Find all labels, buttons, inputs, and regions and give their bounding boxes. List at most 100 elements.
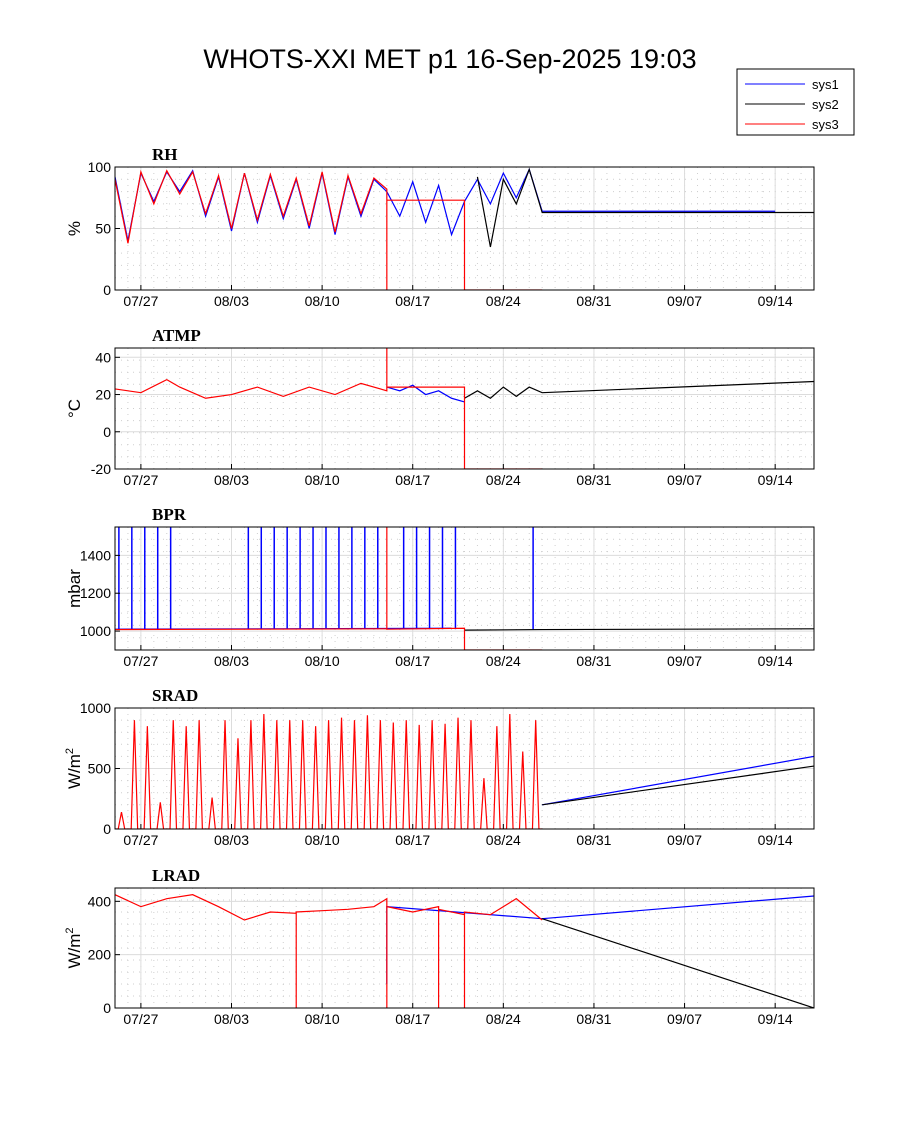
plot-area — [115, 527, 814, 650]
series-line-sys2 — [464, 628, 814, 631]
series-sys3 — [115, 169, 543, 290]
series-sys1 — [386, 384, 465, 403]
series-line-sys1 — [115, 167, 776, 241]
y-tick-label: 1000 — [80, 623, 111, 639]
x-tick-label: 08/17 — [395, 293, 430, 309]
x-tick-label: 08/31 — [576, 472, 611, 488]
series-line-sys3 — [115, 714, 543, 829]
axes-box — [114, 887, 815, 1009]
series-sys2 — [542, 765, 814, 806]
series-sys1 — [115, 527, 534, 630]
panel-title: BPR — [152, 505, 187, 524]
y-tick-label: 20 — [95, 387, 111, 403]
x-tick-label: 09/07 — [667, 1011, 702, 1027]
panel-srad: 0 500 1000 07/27 08/03 08/10 08/17 08/24 08/31 09… — [64, 686, 815, 848]
panel-atmp: -20 0 20 40 07/27 08/03 08/10 08/17 08/24 08/31 09… — [65, 326, 815, 488]
series-sys1 — [386, 895, 814, 984]
x-tick-label: 08/24 — [486, 1011, 521, 1027]
series-sys3 — [115, 714, 543, 829]
legend-label-sys3: sys3 — [812, 117, 839, 132]
x-tick-label: 07/27 — [123, 653, 158, 669]
series-sys3 — [115, 894, 543, 1008]
x-tick-label: 08/10 — [305, 653, 340, 669]
series-line-sys3 — [115, 348, 543, 469]
series-sys2 — [541, 918, 814, 1008]
panel-title: SRAD — [152, 686, 198, 705]
y-tick-label: 1000 — [80, 700, 111, 716]
x-tick-label: 08/03 — [214, 293, 249, 309]
x-tick-label: 09/14 — [758, 832, 793, 848]
y-axis-label: % — [65, 221, 84, 236]
x-tick-label: 08/03 — [214, 1011, 249, 1027]
y-tick-label: 1200 — [80, 585, 111, 601]
panel-title: RH — [152, 145, 178, 164]
plot-area — [115, 348, 814, 469]
series-line-sys1 — [542, 755, 814, 806]
x-tick-label: 08/17 — [395, 653, 430, 669]
figure-title: WHOTS-XXI MET p1 16-Sep-2025 19:03 — [203, 44, 696, 74]
series-sys3 — [115, 348, 543, 469]
x-tick-label: 08/24 — [486, 653, 521, 669]
y-axis-label-text: W/m — [65, 754, 84, 789]
x-tick-label: 08/24 — [486, 832, 521, 848]
x-tick-label: 09/14 — [758, 293, 793, 309]
x-tick-label: 08/03 — [214, 472, 249, 488]
panel-bpr: 1000 1200 1400 07/27 08/03 08/10 08/17 08/24 08/… — [65, 505, 815, 669]
y-axis-label-text: W/m — [65, 934, 84, 969]
x-tick-label: 08/24 — [486, 293, 521, 309]
series-sys1 — [115, 167, 776, 241]
series-sys2 — [476, 167, 814, 248]
y-axis-label-superscript: 2 — [64, 748, 76, 754]
x-tick-label: 08/31 — [576, 293, 611, 309]
y-tick-label: 0 — [103, 1000, 111, 1016]
x-tick-label: 08/31 — [576, 1011, 611, 1027]
y-axis-label: W/m2 — [64, 927, 84, 968]
x-tick-label: 09/14 — [758, 1011, 793, 1027]
panel-lrad: 0 200 400 07/27 08/03 08/10 08/17 08/24 08/31 09/… — [64, 866, 815, 1027]
y-tick-label: 0 — [103, 282, 111, 298]
gridlines — [114, 887, 815, 1009]
axes-box — [114, 347, 815, 470]
series-line-sys2 — [464, 380, 814, 399]
panel-title: ATMP — [152, 326, 201, 345]
series-sys2 — [464, 380, 814, 399]
y-axis-label-superscript: 2 — [64, 927, 76, 933]
panel-rh: 0 50 100 07/27 08/03 08/10 08/17 08/24 08/31 09/0… — [65, 145, 815, 309]
y-tick-label: 0 — [103, 424, 111, 440]
plot-area — [115, 714, 814, 829]
x-tick-label: 09/07 — [667, 832, 702, 848]
y-axis-label-text: °C — [65, 399, 84, 418]
x-tick-label: 08/31 — [576, 832, 611, 848]
x-tick-label: 09/07 — [667, 653, 702, 669]
y-axis-label: W/m2 — [64, 748, 84, 789]
y-axis-label-text: % — [65, 221, 84, 236]
series-line-sys3 — [115, 169, 543, 290]
x-tick-label: 08/24 — [486, 472, 521, 488]
x-tick-label: 07/27 — [123, 472, 158, 488]
x-tick-label: 08/03 — [214, 832, 249, 848]
y-axis-label: °C — [65, 399, 84, 418]
y-axis-label: mbar — [65, 569, 84, 608]
x-tick-label: 09/07 — [667, 293, 702, 309]
x-tick-label: 07/27 — [123, 293, 158, 309]
plot-area — [115, 167, 814, 290]
x-tick-label: 09/14 — [758, 653, 793, 669]
series-line-sys3 — [115, 894, 543, 1008]
series-line-sys2 — [542, 765, 814, 806]
x-tick-label: 08/31 — [576, 653, 611, 669]
plot-area — [115, 894, 814, 1008]
x-tick-label: 08/10 — [305, 472, 340, 488]
y-tick-label: -20 — [91, 461, 111, 477]
legend: sys1 sys2 sys3 — [736, 68, 855, 136]
y-tick-label: 1400 — [80, 547, 111, 563]
x-tick-label: 09/07 — [667, 472, 702, 488]
y-tick-label: 500 — [88, 761, 112, 777]
x-tick-label: 07/27 — [123, 1011, 158, 1027]
y-axis-label-text: mbar — [65, 569, 84, 608]
x-tick-label: 08/17 — [395, 1011, 430, 1027]
series-line-sys2 — [541, 918, 814, 1008]
x-tick-label: 08/10 — [305, 1011, 340, 1027]
series-line-sys1 — [386, 384, 465, 403]
x-tick-label: 08/10 — [305, 293, 340, 309]
